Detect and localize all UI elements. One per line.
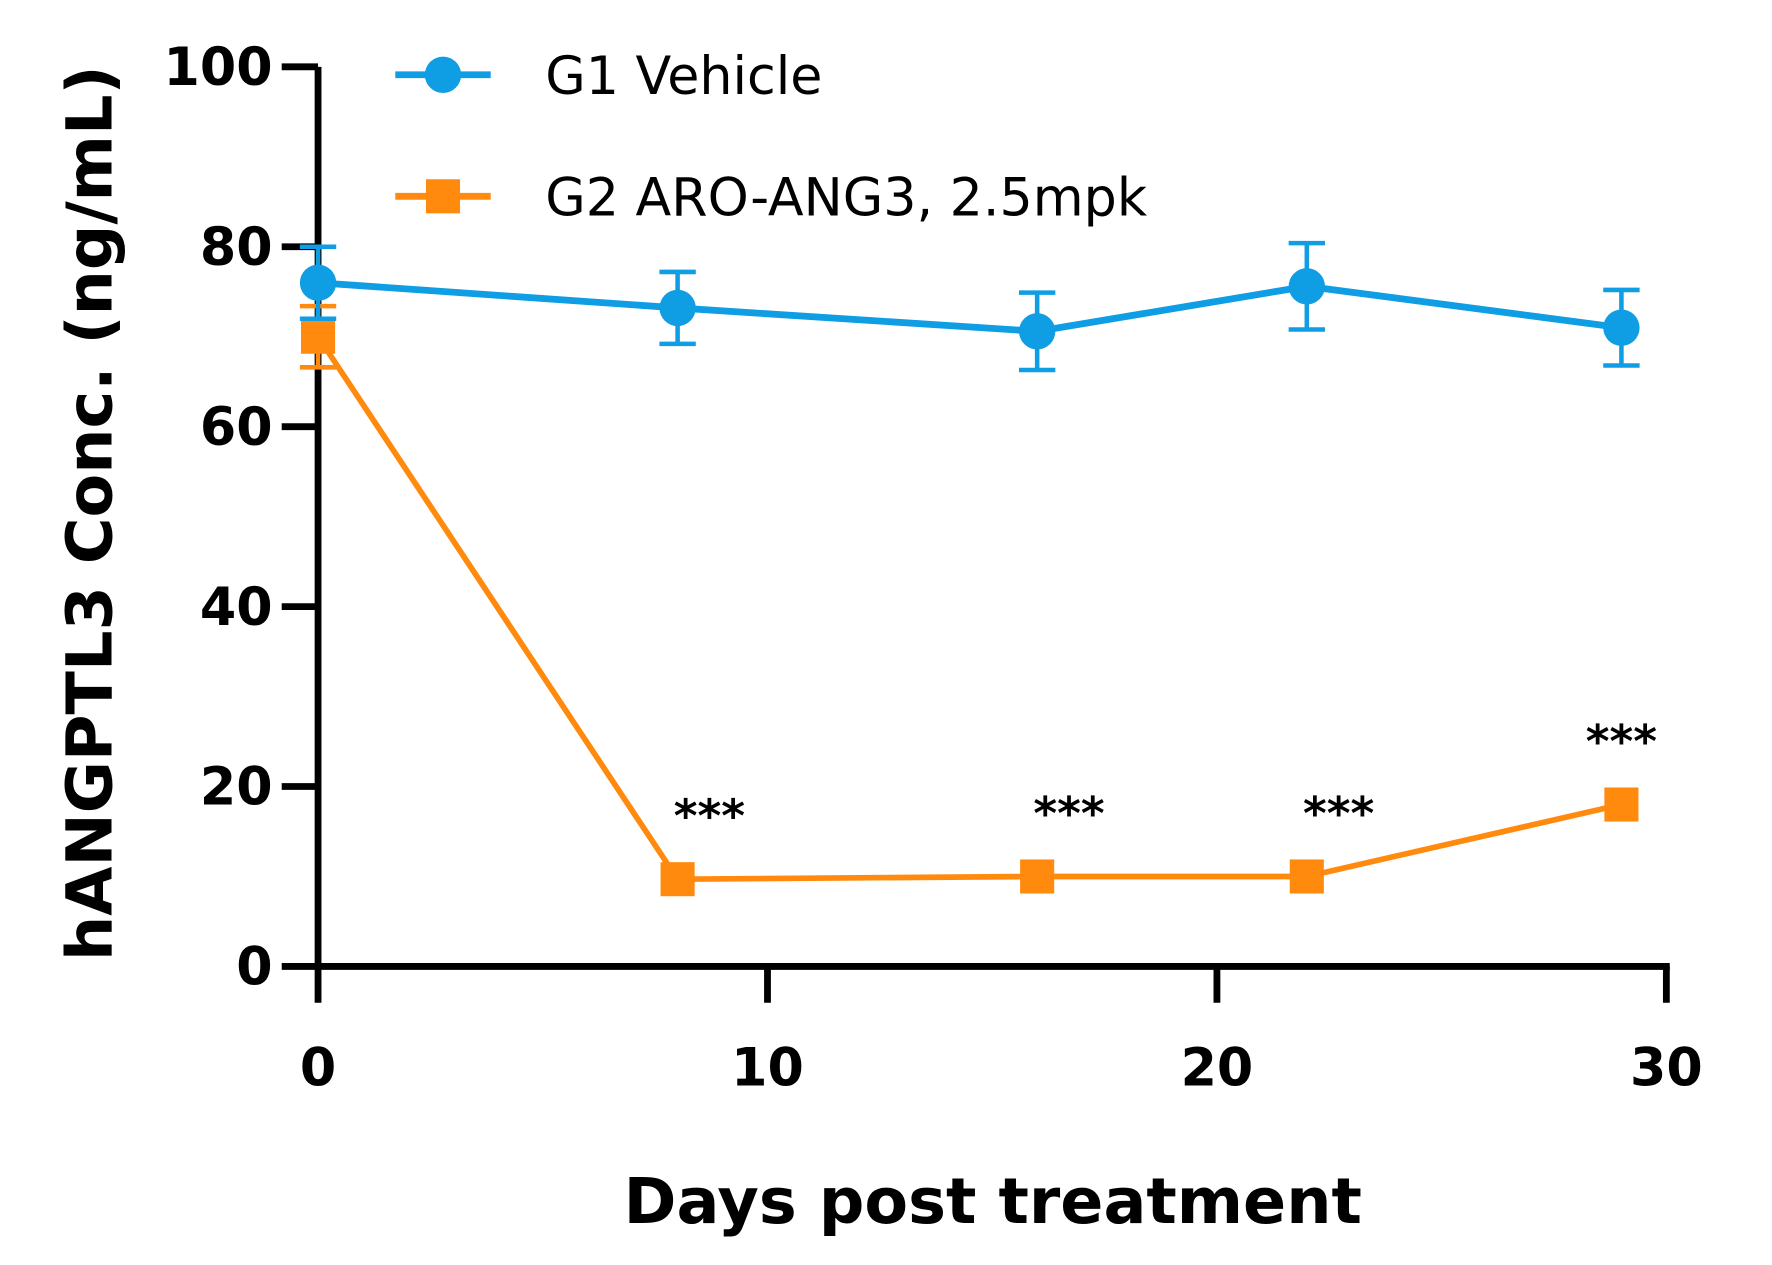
y-axis-label: hANGPTL3 Conc. (ng/mL) [53,65,127,961]
y-tick-label: 60 [200,398,273,458]
significance-annotation: *** [1586,715,1657,768]
x-tick-label: 20 [1181,1039,1254,1099]
data-point [659,289,696,327]
data-point [1288,268,1325,305]
legend-marker [424,56,462,93]
plot-area: *** *** *** *** [299,240,1657,897]
data-point [1603,309,1640,346]
x-tick-label: 10 [731,1039,804,1099]
legend-label: G1 Vehicle [545,47,822,107]
data-point [1020,859,1055,894]
legend: G1 Vehicle G2 ARO-ANG3, 2.5mpk [395,47,1148,229]
significance-annotation: *** [674,789,745,842]
x-tick-label: 30 [1630,1039,1703,1099]
significance-annotation: *** [1033,787,1104,840]
data-point [301,319,336,354]
x-axis-label: Days post treatment [624,1165,1362,1239]
y-tick-label: 100 [164,38,273,98]
y-tick-label: 0 [236,938,272,998]
y-tick-label: 20 [200,758,273,818]
significance-annotation: *** [1303,787,1374,840]
legend-marker [425,179,461,214]
x-tick-label: 0 [300,1039,336,1099]
legend-label: G2 ARO-ANG3, 2.5mpk [545,169,1148,229]
data-point [660,862,695,897]
data-point [1604,787,1639,822]
series-line [315,335,1623,883]
y-tick-label: 80 [200,218,273,278]
data-point [299,264,337,301]
series-line [317,279,1622,335]
axes: 0 20 40 60 80 100 0 10 20 30 [164,38,1703,1099]
data-point [1018,313,1056,350]
y-tick-label: 40 [200,578,273,638]
data-point [1289,859,1324,894]
